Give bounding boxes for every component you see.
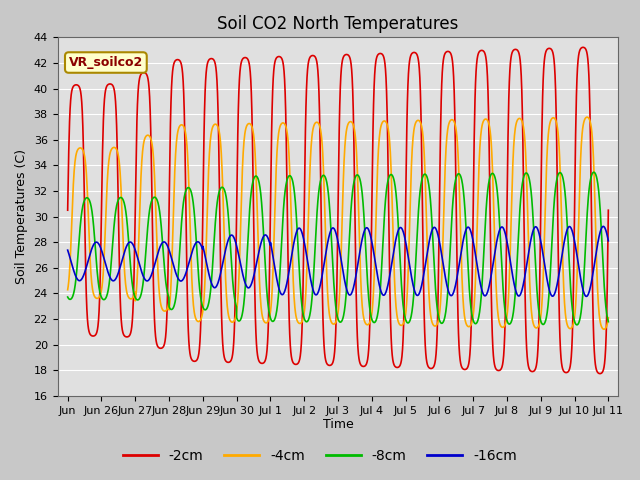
X-axis label: Time: Time [323, 419, 353, 432]
Legend: -2cm, -4cm, -8cm, -16cm: -2cm, -4cm, -8cm, -16cm [118, 443, 522, 468]
Y-axis label: Soil Temperatures (C): Soil Temperatures (C) [15, 149, 28, 284]
Text: VR_soilco2: VR_soilco2 [68, 56, 143, 69]
Title: Soil CO2 North Temperatures: Soil CO2 North Temperatures [218, 15, 459, 33]
